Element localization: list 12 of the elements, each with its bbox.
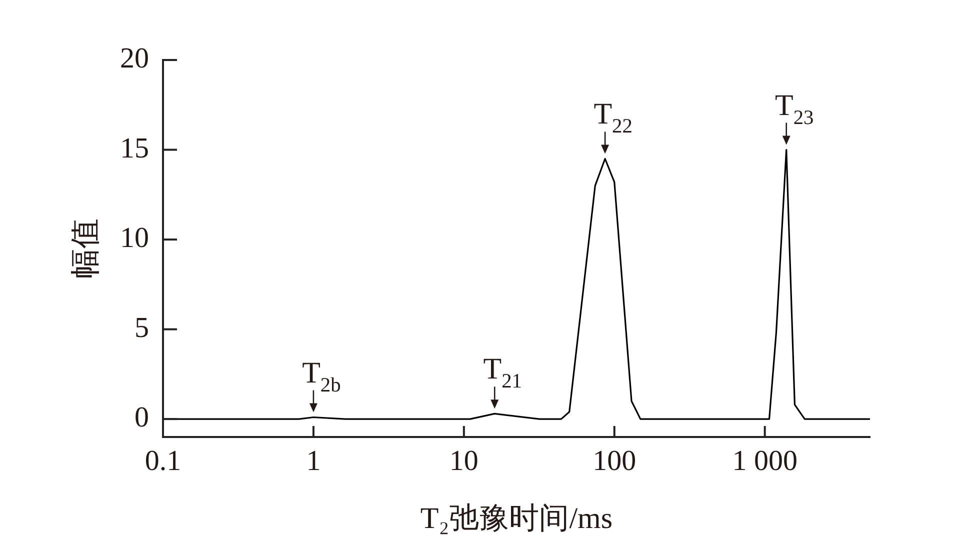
y-tick-label: 10 [120, 222, 149, 254]
y-tick-label: 15 [120, 132, 149, 164]
x-tick-label: 100 [592, 445, 636, 478]
y-tick-label: 20 [120, 42, 149, 75]
y-tick-label: 5 [134, 312, 149, 344]
x-axis-title: T₂弛豫时间/ms [420, 502, 613, 535]
x-tick-label: 1 000 [732, 445, 798, 478]
y-axis-title: 幅值 [69, 218, 102, 278]
x-tick-label: 1 [306, 445, 321, 478]
x-tick-label: 0.1 [144, 445, 182, 478]
x-tick-label: 10 [449, 445, 478, 478]
y-tick-label: 0 [134, 402, 149, 434]
